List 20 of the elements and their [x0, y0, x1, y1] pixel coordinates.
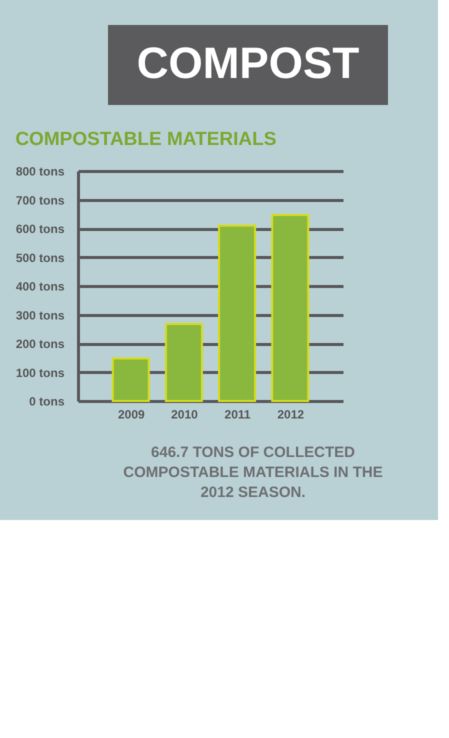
y-tick-label: 700 tons	[16, 193, 65, 208]
text: 646.7 TONS OF COLLECTED COMPOSTABLE MATERIALS IN THE 2012 SEASON.	[123, 444, 383, 501]
chart-subtitle: COMPOSTABLE MATERIALS	[15, 129, 276, 150]
x-tick-label: 2009	[118, 408, 145, 422]
y-tick-label: 400 tons	[16, 280, 65, 294]
y-tick-label: 200 tons	[16, 337, 65, 351]
x-tick-label: 2012	[277, 408, 304, 422]
x-tick-label: 2011	[224, 408, 251, 422]
y-tick-label: 100 tons	[16, 366, 65, 380]
bar	[218, 224, 256, 402]
bar	[164, 322, 203, 402]
y-tick-label: 800 tons	[16, 164, 65, 178]
y-tick-label: 600 tons	[16, 222, 65, 236]
chart-title: COMPOST	[136, 39, 360, 88]
y-tick-label: 0 tons	[29, 394, 65, 408]
bar	[271, 214, 310, 402]
bar	[112, 357, 150, 402]
x-tick-label: 2010	[171, 408, 198, 422]
y-tick-label: 300 tons	[16, 308, 65, 322]
y-tick-label: 500 tons	[16, 250, 65, 265]
